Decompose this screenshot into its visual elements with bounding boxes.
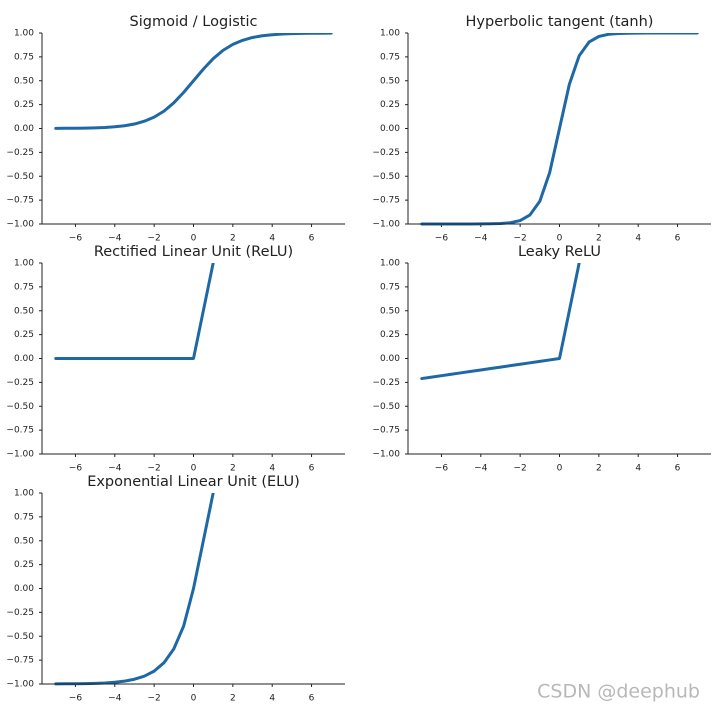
- x-tick-label: −6: [69, 464, 83, 474]
- subplot-title: Rectified Linear Unit (ReLU): [94, 244, 293, 260]
- x-tick-label: −6: [69, 234, 83, 244]
- y-tick-label: −0.25: [6, 378, 34, 388]
- y-tick-label: 1.00: [14, 29, 34, 39]
- y-tick-label: −1.00: [6, 450, 34, 460]
- x-tick-label: −6: [69, 694, 83, 704]
- y-tick-label: 0.75: [380, 52, 400, 62]
- y-tick-label: 1.00: [14, 259, 34, 269]
- y-tick-label: −0.25: [6, 148, 34, 158]
- x-tick-label: −6: [435, 234, 449, 244]
- x-tick-label: 0: [191, 694, 197, 704]
- y-tick-label: −0.25: [6, 608, 34, 618]
- subplot-title: Hyperbolic tangent (tanh): [466, 14, 654, 30]
- y-tick-label: 0.00: [14, 584, 34, 594]
- x-tick-label: −4: [108, 464, 122, 474]
- y-tick-label: −1.00: [372, 220, 400, 230]
- y-tick-label: 0.25: [14, 330, 34, 340]
- y-tick-label: 0.50: [14, 536, 34, 546]
- watermark: CSDN @deephub: [537, 681, 700, 703]
- line: [420, 33, 699, 226]
- x-tick-label: −4: [108, 234, 122, 244]
- y-tick-label: 0.75: [380, 282, 400, 292]
- plot-area: [420, 33, 699, 226]
- x-tick-label: −6: [435, 464, 449, 474]
- x-tick-label: 2: [230, 234, 236, 244]
- x-tick-label: 6: [309, 464, 315, 474]
- y-tick-label: −0.75: [6, 196, 34, 206]
- y-tick-label: −0.50: [372, 402, 400, 412]
- line: [420, 263, 581, 381]
- x-tick-label: 6: [675, 464, 681, 474]
- x-tick-label: 4: [269, 694, 275, 704]
- y-tick-label: −0.75: [372, 196, 400, 206]
- x-tick-label: −4: [474, 234, 488, 244]
- y-tick-label: 1.00: [380, 259, 400, 269]
- x-tick-label: 6: [675, 234, 681, 244]
- plot-area: [54, 33, 333, 130]
- y-tick-label: 0.50: [380, 76, 400, 86]
- x-tick-label: −2: [514, 464, 527, 474]
- y-tick-label: −0.75: [372, 426, 400, 436]
- plot-area: [54, 263, 215, 360]
- x-tick-label: −2: [148, 464, 161, 474]
- y-tick-label: 0.00: [14, 124, 34, 134]
- line: [54, 263, 215, 360]
- y-tick-label: 0.25: [14, 100, 34, 110]
- subplot-title: Sigmoid / Logistic: [130, 14, 258, 30]
- y-tick-label: 0.00: [14, 354, 34, 364]
- x-tick-label: 0: [191, 234, 197, 244]
- y-tick-label: −0.50: [6, 402, 34, 412]
- x-tick-label: 4: [269, 234, 275, 244]
- y-tick-label: −0.75: [6, 656, 34, 666]
- x-tick-label: −4: [474, 464, 488, 474]
- y-tick-label: 0.00: [380, 354, 400, 364]
- x-tick-label: 2: [230, 464, 236, 474]
- y-tick-label: −1.00: [6, 220, 34, 230]
- x-tick-label: 4: [635, 234, 641, 244]
- x-tick-label: 0: [557, 234, 563, 244]
- x-tick-label: 0: [191, 464, 197, 474]
- y-tick-label: −1.00: [6, 680, 34, 690]
- x-tick-label: −4: [108, 694, 122, 704]
- line: [54, 493, 215, 686]
- x-tick-label: 2: [230, 694, 236, 704]
- y-tick-label: 0.25: [14, 560, 34, 570]
- x-tick-label: 2: [596, 234, 602, 244]
- x-tick-label: 2: [596, 464, 602, 474]
- y-tick-label: 1.00: [380, 29, 400, 39]
- x-tick-label: 4: [269, 464, 275, 474]
- plot-area: [420, 263, 581, 381]
- y-tick-label: 0.50: [14, 306, 34, 316]
- line: [54, 33, 333, 130]
- y-tick-label: 0.75: [14, 282, 34, 292]
- y-tick-label: −0.25: [372, 378, 400, 388]
- x-tick-label: −2: [514, 234, 527, 244]
- subplot-title: Exponential Linear Unit (ELU): [87, 474, 300, 490]
- y-tick-label: 1.00: [14, 489, 34, 499]
- y-tick-label: −0.50: [6, 172, 34, 182]
- y-tick-label: 0.75: [14, 512, 34, 522]
- y-tick-label: −0.75: [6, 426, 34, 436]
- y-tick-label: 0.25: [380, 100, 400, 110]
- x-tick-label: 0: [557, 464, 563, 474]
- plot-area: [54, 493, 215, 686]
- y-tick-label: −1.00: [372, 450, 400, 460]
- y-tick-label: 0.25: [380, 330, 400, 340]
- x-tick-label: 4: [635, 464, 641, 474]
- x-tick-label: −2: [148, 234, 161, 244]
- y-tick-label: 0.50: [380, 306, 400, 316]
- y-tick-label: 0.75: [14, 52, 34, 62]
- y-tick-label: 0.50: [14, 76, 34, 86]
- y-tick-label: −0.50: [372, 172, 400, 182]
- subplot-title: Leaky ReLU: [518, 244, 601, 260]
- x-tick-label: 6: [309, 694, 315, 704]
- x-tick-label: −2: [148, 694, 161, 704]
- y-tick-label: −0.25: [372, 148, 400, 158]
- x-tick-label: 6: [309, 234, 315, 244]
- y-tick-label: 0.00: [380, 124, 400, 134]
- y-tick-label: −0.50: [6, 632, 34, 642]
